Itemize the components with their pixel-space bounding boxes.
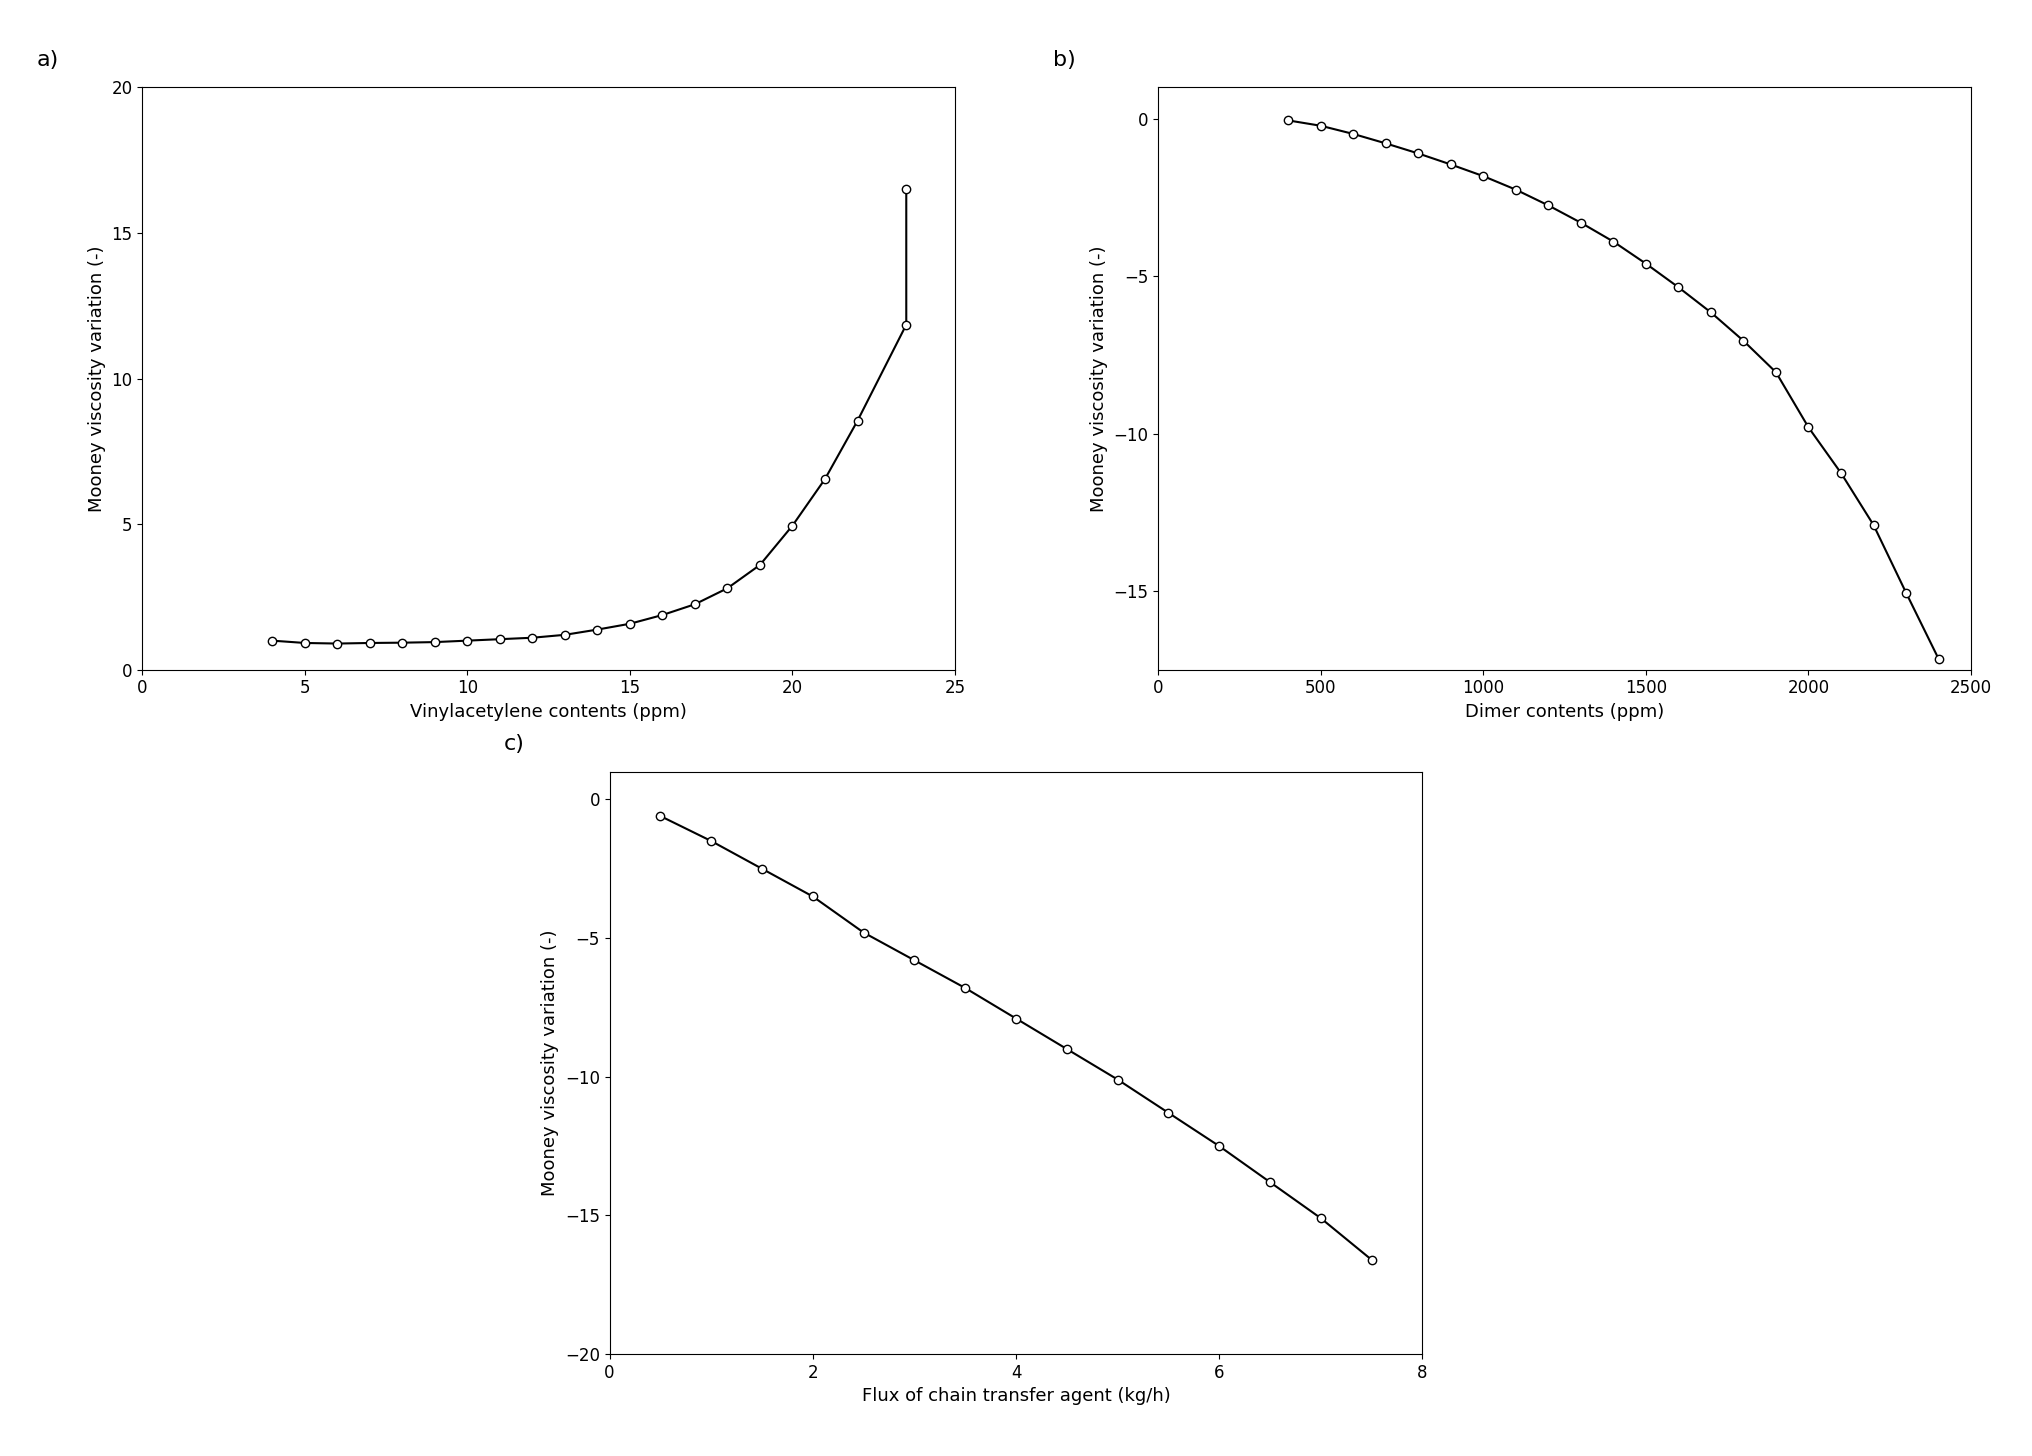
Text: b): b) (1053, 50, 1075, 70)
Y-axis label: Mooney viscosity variation (-): Mooney viscosity variation (-) (541, 929, 559, 1197)
Y-axis label: Mooney viscosity variation (-): Mooney viscosity variation (-) (1089, 245, 1107, 513)
X-axis label: Vinylacetylene contents (ppm): Vinylacetylene contents (ppm) (410, 703, 687, 721)
Text: a): a) (37, 50, 59, 70)
X-axis label: Dimer contents (ppm): Dimer contents (ppm) (1465, 703, 1664, 721)
X-axis label: Flux of chain transfer agent (kg/h): Flux of chain transfer agent (kg/h) (862, 1388, 1170, 1405)
Y-axis label: Mooney viscosity variation (-): Mooney viscosity variation (-) (87, 245, 106, 513)
Text: c): c) (504, 734, 524, 754)
